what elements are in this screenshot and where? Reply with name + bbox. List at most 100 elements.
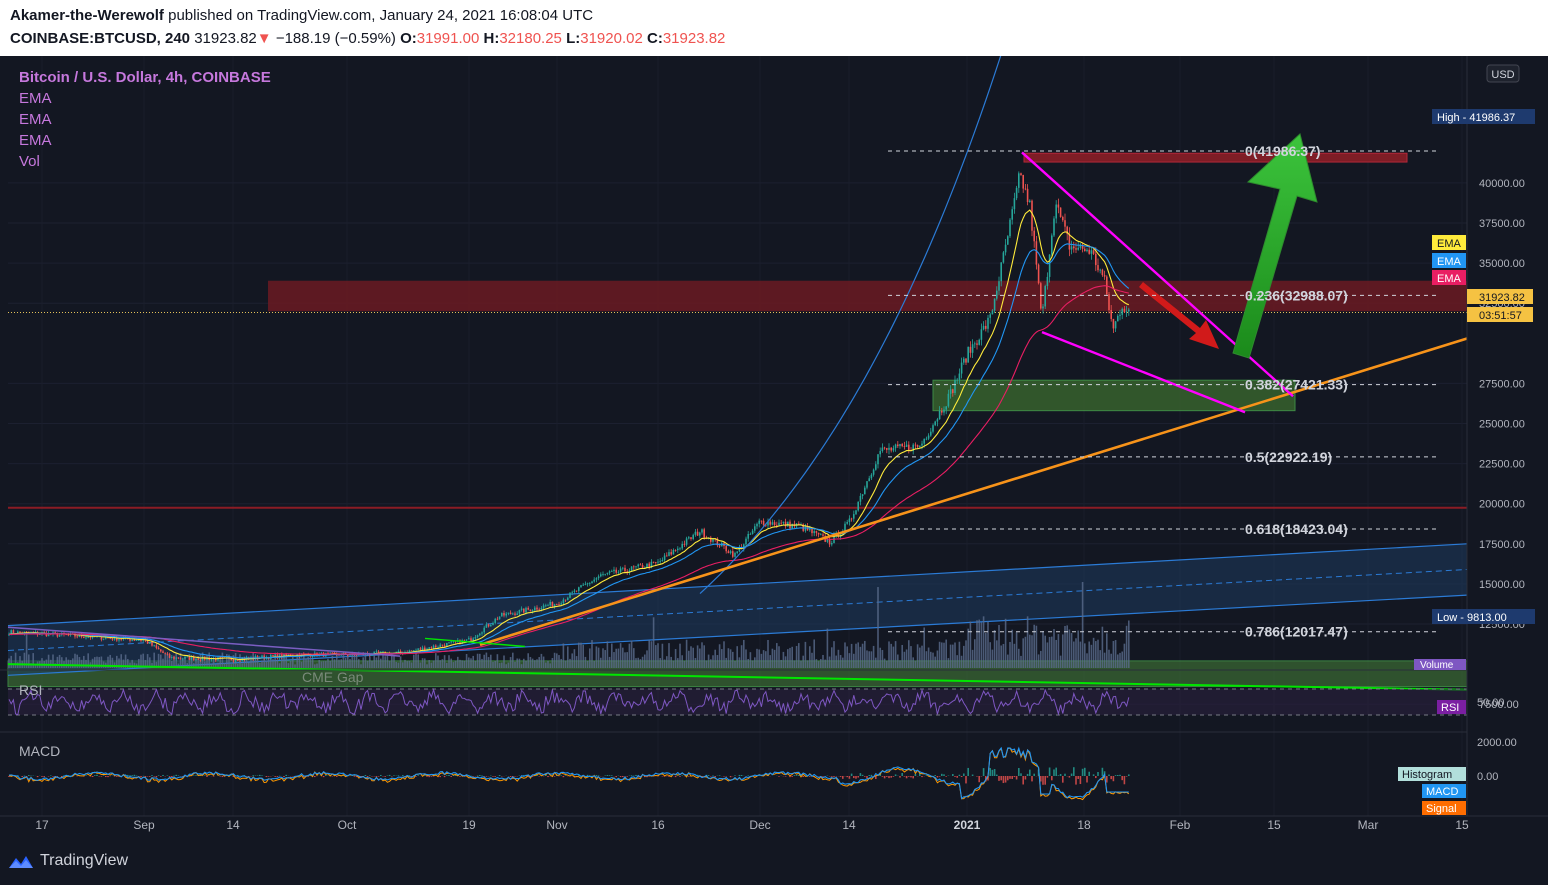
price-axis-bg[interactable]: [1467, 56, 1548, 843]
macd-histogram-bar: [523, 775, 525, 776]
low-price-tag[interactable]: Low - 9813.00: [1432, 609, 1535, 624]
candle-body: [109, 637, 111, 639]
volume-bar: [212, 659, 215, 668]
legend-item-ema-1[interactable]: EMA: [19, 90, 52, 107]
legend-item-ema-2[interactable]: EMA: [19, 111, 52, 128]
rsi-tag-bg: [1437, 700, 1466, 714]
volume-bar: [1070, 633, 1073, 668]
candle-body: [963, 358, 965, 363]
macd-histogram-bar: [648, 776, 650, 777]
orange-trendline[interactable]: [479, 337, 1468, 647]
candle-body: [564, 599, 567, 601]
candle-body: [578, 587, 580, 592]
volume-bar: [164, 654, 166, 668]
volume-bar: [1128, 620, 1130, 668]
candle-body: [430, 647, 433, 649]
volume-tag[interactable]: Volume: [1414, 659, 1466, 671]
red-arrow-icon[interactable]: [1139, 282, 1219, 349]
legend-item-vol[interactable]: Vol: [19, 153, 40, 170]
purple-trendline[interactable]: [7, 626, 401, 657]
green-arrow-icon[interactable]: [1232, 133, 1318, 359]
volume-bar: [556, 653, 558, 668]
chart-canvas[interactable]: CME Gap 0(41986.37) 0.236(32988.07) 0.382(…: [0, 0, 1548, 843]
wedge-lower-line[interactable]: [1041, 330, 1246, 414]
volume-bar: [1002, 643, 1005, 668]
volume-bar: [109, 654, 111, 668]
volume-bar: [397, 662, 400, 668]
volume-bar: [325, 661, 327, 668]
legend-item-ema-3[interactable]: EMA: [19, 132, 52, 149]
volume-bar: [652, 617, 655, 668]
volume-bar: [61, 657, 63, 668]
ema-price-tag[interactable]: EMA: [1432, 253, 1466, 268]
ema-price-tag[interactable]: EMA: [1432, 270, 1466, 285]
ema-line-slow[interactable]: [8, 285, 1129, 655]
volume-bar: [936, 650, 939, 668]
volume-bar: [1101, 626, 1104, 668]
macd-histogram-bar: [626, 776, 628, 777]
candle-body: [74, 633, 76, 637]
candle-body: [736, 551, 738, 553]
volume-bar: [426, 664, 428, 668]
macd-tag[interactable]: Histogram: [1398, 767, 1466, 781]
macd-tag[interactable]: MACD: [1422, 784, 1466, 798]
footer-bar: TradingView: [0, 843, 1548, 885]
volume-bar: [853, 653, 855, 668]
macd-tag[interactable]: Signal: [1422, 801, 1466, 815]
volume-bar: [886, 660, 888, 668]
high-label: H:: [483, 30, 500, 47]
volume-bar: [817, 661, 820, 668]
candle-body: [230, 658, 232, 661]
volume-bar: [721, 649, 723, 668]
candle-body: [342, 652, 345, 654]
macd-pane-label: MACD: [19, 743, 61, 759]
rsi-tick-label: 50.00: [1477, 697, 1505, 709]
candle-body: [1103, 275, 1106, 277]
candle-body: [270, 654, 272, 659]
macd-histogram-bar: [831, 776, 833, 777]
author-name[interactable]: Akamer-the-Werewolf: [10, 7, 164, 24]
volume-bar: [1099, 650, 1101, 668]
macd-histogram-bar: [1128, 774, 1130, 776]
support-zone[interactable]: [932, 379, 1296, 412]
volume-bar: [303, 653, 305, 668]
candle-body: [514, 613, 516, 615]
volume-bar: [331, 655, 334, 668]
tradingview-logo[interactable]: TradingView: [8, 852, 128, 870]
macd-histogram-bar: [905, 776, 908, 779]
rsi-line[interactable]: [8, 687, 1130, 716]
candle-body: [894, 444, 897, 449]
macd-histogram-bar: [265, 776, 268, 778]
candle-body: [329, 652, 331, 654]
currency-button[interactable]: USD: [1486, 64, 1520, 83]
ema-line-fast[interactable]: [8, 209, 1129, 661]
high-price-tag[interactable]: High - 41986.37: [1432, 109, 1535, 124]
volume-bar: [468, 657, 470, 668]
macd-histogram-bar: [793, 775, 796, 776]
candle-body: [967, 346, 969, 363]
ath-zone[interactable]: [1023, 152, 1408, 163]
candle-body: [754, 526, 756, 531]
last-price-tag[interactable]: 31923.82 03:51:57: [1467, 289, 1533, 322]
volume-bar: [892, 646, 895, 668]
fib-level-label: 0(41986.37): [1245, 143, 1321, 159]
macd-histogram-bar: [531, 776, 534, 777]
channel-upper-line[interactable]: [7, 543, 1468, 627]
volume-bar: [454, 660, 457, 668]
macd-histogram-bar: [274, 776, 276, 777]
volume-bar: [388, 660, 391, 668]
green-short-line[interactable]: [424, 637, 526, 648]
macd-line[interactable]: [8, 746, 1129, 800]
parabolic-curve[interactable]: [699, 0, 1040, 595]
wedge-upper-line[interactable]: [1021, 151, 1294, 398]
green-trendline[interactable]: [7, 663, 1468, 691]
symbol-label: COINBASE:BTCUSD, 240: [10, 30, 191, 47]
ema-line-mid[interactable]: [8, 243, 1130, 659]
candle-body: [529, 609, 532, 612]
volume-bar: [740, 645, 743, 668]
candle-body: [87, 637, 89, 638]
chart-area[interactable]: CME Gap 0(41986.37) 0.236(32988.07) 0.382(…: [0, 0, 1548, 843]
ema-price-tag[interactable]: EMA: [1432, 235, 1466, 250]
rsi-tag[interactable]: RSI: [1437, 700, 1466, 714]
candle-body: [908, 444, 910, 451]
